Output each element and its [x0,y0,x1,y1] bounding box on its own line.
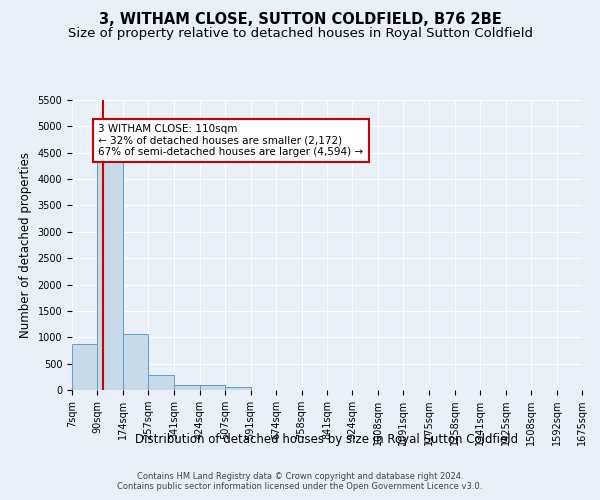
Bar [148,375,174,390]
Text: 3, WITHAM CLOSE, SUTTON COLDFIELD, B76 2BE: 3, WITHAM CLOSE, SUTTON COLDFIELD, B76 2… [98,12,502,28]
Text: Contains HM Land Registry data © Crown copyright and database right 2024.: Contains HM Land Registry data © Crown c… [137,472,463,481]
Text: Size of property relative to detached houses in Royal Sutton Coldfield: Size of property relative to detached ho… [67,28,533,40]
Bar [174,386,199,390]
Bar [225,387,251,390]
Text: Distribution of detached houses by size in Royal Sutton Coldfield: Distribution of detached houses by size … [136,432,518,446]
Text: Contains public sector information licensed under the Open Government Licence v3: Contains public sector information licen… [118,482,482,491]
Y-axis label: Number of detached properties: Number of detached properties [19,152,32,338]
Bar [199,386,225,390]
Bar [97,150,123,390]
Text: 3 WITHAM CLOSE: 110sqm
← 32% of detached houses are smaller (2,172)
67% of semi-: 3 WITHAM CLOSE: 110sqm ← 32% of detached… [98,124,364,157]
Bar [123,334,148,390]
Bar [72,344,97,390]
